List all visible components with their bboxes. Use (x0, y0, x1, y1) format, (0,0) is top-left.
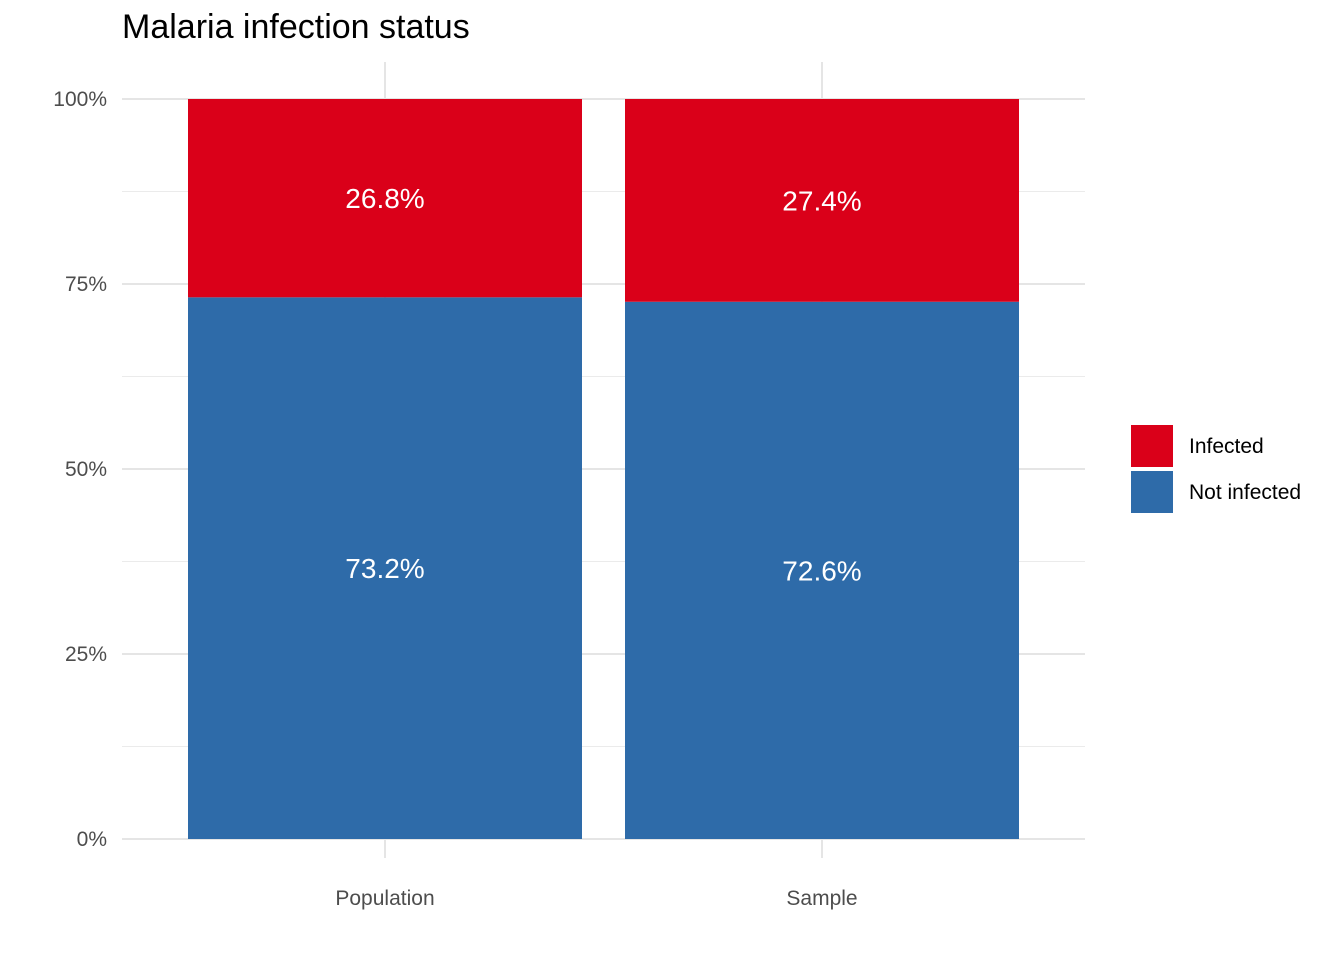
bar-value-label: 72.6% (782, 555, 861, 586)
bar-value-label: 26.8% (345, 183, 424, 214)
bar-segment (188, 297, 582, 839)
legend-label: Not infected (1189, 481, 1301, 504)
legend-swatch (1131, 471, 1173, 513)
x-tick-label: Population (335, 887, 434, 910)
y-tick-label: 100% (53, 88, 107, 111)
bar-segment (625, 99, 1019, 302)
y-tick-label: 25% (65, 643, 107, 666)
legend-swatch (1131, 425, 1173, 467)
bar-segment (188, 99, 582, 298)
bars (188, 99, 1019, 839)
axis-labels: 0% 25% 50% 75% 100% Population Sample (53, 88, 857, 910)
bar-value-label: 73.2% (345, 553, 424, 584)
y-tick-label: 75% (65, 273, 107, 296)
chart-title: Malaria infection status (122, 8, 470, 46)
legend: Infected Not infected (1131, 425, 1301, 513)
legend-label: Infected (1189, 435, 1264, 458)
bar-segment (625, 301, 1019, 839)
bar-labels: 73.2% 26.8% 72.6% 27.4% (345, 183, 861, 586)
y-tick-label: 0% (77, 828, 107, 851)
x-tick-label: Sample (786, 887, 857, 910)
y-tick-label: 50% (65, 458, 107, 481)
bar-value-label: 27.4% (782, 185, 861, 216)
